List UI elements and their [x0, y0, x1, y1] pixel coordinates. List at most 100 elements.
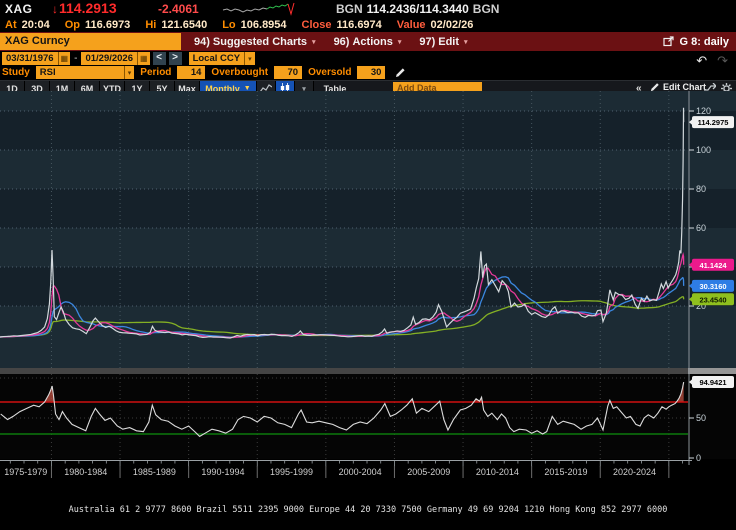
period-input[interactable]: 14	[177, 66, 206, 79]
rsi-line	[0, 381, 685, 438]
stat-label-low: Lo	[222, 18, 236, 31]
range-next-button[interactable]: >	[168, 52, 182, 65]
chevron-down-icon[interactable]: ▾	[244, 52, 255, 65]
calendar-icon[interactable]: ▦	[137, 52, 150, 65]
ticker-symbol: XAG	[5, 2, 33, 16]
panel-splitter	[0, 368, 736, 374]
menu-label: Edit	[438, 35, 460, 48]
x-axis-label: 1985-1989	[133, 467, 176, 477]
terminal-footer: Australia 61 2 9777 8600 Brazil 5511 239…	[0, 484, 736, 530]
svg-text:0: 0	[696, 453, 701, 463]
stat-label-at: At	[5, 18, 17, 31]
period-label: Period	[140, 67, 172, 78]
calendar-icon[interactable]: ▦	[57, 52, 71, 65]
chevron-down-icon: ▾	[312, 38, 316, 46]
svg-text:23.4540: 23.4540	[699, 295, 726, 304]
svg-text:100: 100	[696, 145, 711, 155]
menu-label: Actions	[352, 35, 393, 48]
edit-chart-label: Edit Chart	[663, 82, 707, 92]
svg-text:80: 80	[696, 184, 706, 194]
menu-number: 97)	[419, 35, 436, 48]
view-mode-label[interactable]: G 8: daily	[679, 35, 729, 48]
chevron-down-icon: ▼	[243, 85, 251, 92]
x-axis-label: 1990-1994	[201, 467, 244, 477]
price-rsi-chart[interactable]: 12010080604020050114.297541.142430.31602…	[0, 91, 736, 480]
x-axis-label: 1975-1979	[4, 467, 47, 477]
pencil-icon	[650, 83, 659, 92]
chart-area[interactable]: 12010080604020050114.297541.142430.31602…	[0, 91, 736, 480]
redo-icon[interactable]: ↷	[717, 53, 728, 68]
chart-band	[0, 150, 736, 189]
oversold-input[interactable]: 30	[357, 66, 386, 79]
axis-price-label	[692, 293, 734, 306]
date-range-controls: 03/31/1976 ▦ - 01/29/2026 ▦ < > Local CC…	[2, 52, 255, 65]
chevron-down-icon[interactable]: ▾	[123, 66, 135, 79]
last-price-value: 114.2913	[59, 0, 117, 16]
stat-value-close: 116.6974	[336, 18, 382, 31]
stat-label-close: Close	[301, 18, 332, 31]
stat-label-high: Hi	[145, 18, 157, 31]
x-axis-label: 2005-2009	[407, 467, 450, 477]
axis-price-label	[692, 116, 734, 129]
menu-number: 96)	[333, 35, 350, 48]
chart-band	[0, 306, 736, 368]
menu-edit[interactable]: 97) Edit ▾	[410, 32, 476, 51]
chart-band	[0, 111, 736, 150]
svg-text:120: 120	[696, 106, 711, 116]
menu-number: 94)	[194, 35, 210, 48]
collapse-panel-button[interactable]: «	[636, 83, 642, 94]
date-to-field[interactable]: 01/29/2026	[81, 52, 137, 65]
stat-value-high: 121.6540	[161, 18, 208, 31]
menu-actions[interactable]: 96) Actions ▾	[325, 32, 411, 51]
currency-select[interactable]: Local CCY	[188, 52, 245, 65]
chevron-down-icon: ▾	[302, 85, 306, 93]
chevron-down-icon: ▾	[397, 38, 402, 46]
price-change: -2.4061	[158, 2, 199, 16]
stat-value-open: 116.6973	[85, 18, 131, 31]
chart-band	[0, 91, 736, 111]
chevron-down-icon: ▾	[464, 38, 468, 46]
undo-icon[interactable]: ↶	[696, 53, 708, 68]
study-controls: Study RSI ▾ Period 14 Overbought 70 Over…	[2, 66, 406, 79]
frequency-value: Monthly	[205, 83, 240, 94]
menu-suggested-charts[interactable]: 94) Suggested Charts ▾	[185, 32, 325, 51]
footer-contacts-line1: Australia 61 2 9777 8600 Brazil 5511 239…	[68, 505, 668, 515]
svg-text:114.2975: 114.2975	[698, 118, 729, 127]
sparkline-chart	[222, 2, 295, 16]
quote-bar: XAG ↓114.2913 -2.4061 BGN 114.2436/114.34…	[0, 0, 736, 17]
svg-text:60: 60	[696, 223, 706, 233]
overbought-label: Overbought	[211, 67, 269, 78]
bid-ask-values: 114.2436/114.3440	[366, 2, 469, 16]
stat-value-value-date: 02/02/26	[430, 18, 474, 31]
oversold-label: Oversold	[308, 67, 352, 78]
x-axis-label: 2020-2024	[613, 467, 656, 477]
axis-price-label	[692, 279, 734, 292]
x-axis-label: 1995-1999	[270, 467, 313, 477]
range-prev-button[interactable]: <	[152, 52, 166, 65]
bgn-source-left: BGN	[336, 2, 363, 16]
edit-chart-button[interactable]: Edit Chart	[650, 82, 706, 92]
stat-value-at: 20:04	[21, 18, 50, 31]
svg-text:20: 20	[696, 301, 706, 311]
menu-bar: XAG Curncy 94) Suggested Charts ▾ 96) Ac…	[0, 32, 736, 51]
svg-text:50: 50	[696, 413, 706, 423]
date-range-separator: -	[74, 53, 78, 64]
overbought-input[interactable]: 70	[274, 66, 303, 79]
security-input[interactable]: XAG Curncy	[0, 33, 181, 50]
axis-price-label	[692, 376, 734, 389]
x-axis-label: 2015-2019	[544, 467, 587, 477]
chart-band	[0, 189, 736, 228]
table-button[interactable]: Table	[323, 83, 347, 94]
x-axis-label: 2010-2014	[476, 467, 519, 477]
popout-icon[interactable]	[663, 36, 675, 47]
bid-ask-quote: BGN 114.2436/114.3440 BGN	[332, 2, 503, 16]
study-label: Study	[2, 67, 30, 78]
stat-label-value-date: Value	[396, 18, 426, 31]
study-select[interactable]: RSI	[35, 66, 124, 79]
axis-price-label	[692, 258, 734, 271]
pencil-icon[interactable]	[395, 67, 406, 78]
price-down-arrow-icon: ↓	[52, 2, 58, 16]
chart-band	[0, 228, 736, 267]
date-from-field[interactable]: 03/31/1976	[2, 52, 58, 65]
